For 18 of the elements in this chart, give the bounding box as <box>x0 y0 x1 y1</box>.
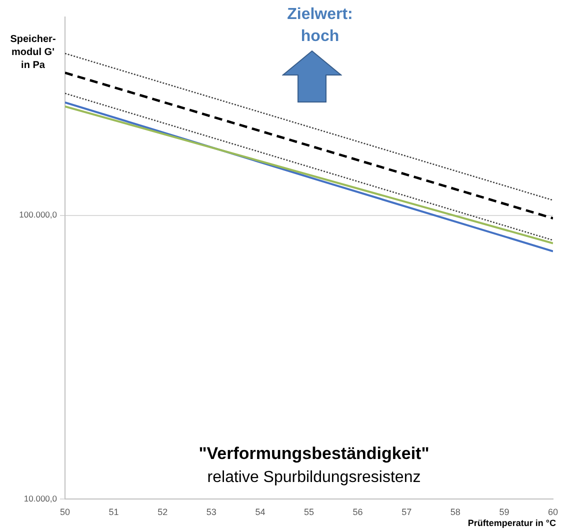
x-tick-label: 54 <box>255 506 266 517</box>
x-tick-label: 58 <box>450 506 460 517</box>
x-tick-label: 53 <box>206 506 216 517</box>
x-tick-label: 57 <box>402 506 412 517</box>
annotation: Zielwert: hoch <box>286 5 354 47</box>
text: relative Spurbildungsresistenz <box>207 469 421 486</box>
text: "Verformungsbeständigkeit" <box>198 444 430 463</box>
x-axis-title: Prüftemperatur in °C <box>468 518 556 528</box>
x-tick-label: 59 <box>499 506 510 517</box>
y-tick-label: 100.000,0 <box>19 210 58 220</box>
x-tick-label: 56 <box>352 506 363 517</box>
x-tick-label: 55 <box>304 506 314 517</box>
x-tick-label: 51 <box>108 506 119 517</box>
x-tick-label: 52 <box>158 506 168 517</box>
y-tick-label: 10.000,0 <box>24 493 58 504</box>
x-tick-label: 60 <box>548 506 558 517</box>
y-axis-title: Speicher-modul G' in Pa <box>9 33 57 72</box>
x-tick-label: 50 <box>60 506 70 517</box>
